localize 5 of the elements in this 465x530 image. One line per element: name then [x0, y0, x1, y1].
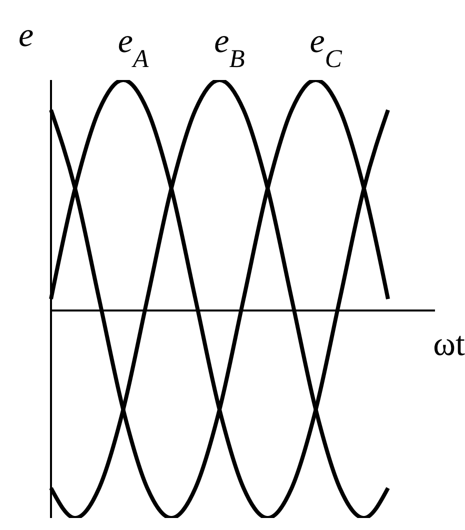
x-axis-title: ωt: [433, 326, 465, 364]
series-label: e$_{A}$: [118, 23, 149, 72]
series-label: e$_{B}$: [214, 23, 246, 72]
y-axis-title: e: [18, 17, 34, 54]
series-label: e$_{C}$: [310, 23, 343, 72]
